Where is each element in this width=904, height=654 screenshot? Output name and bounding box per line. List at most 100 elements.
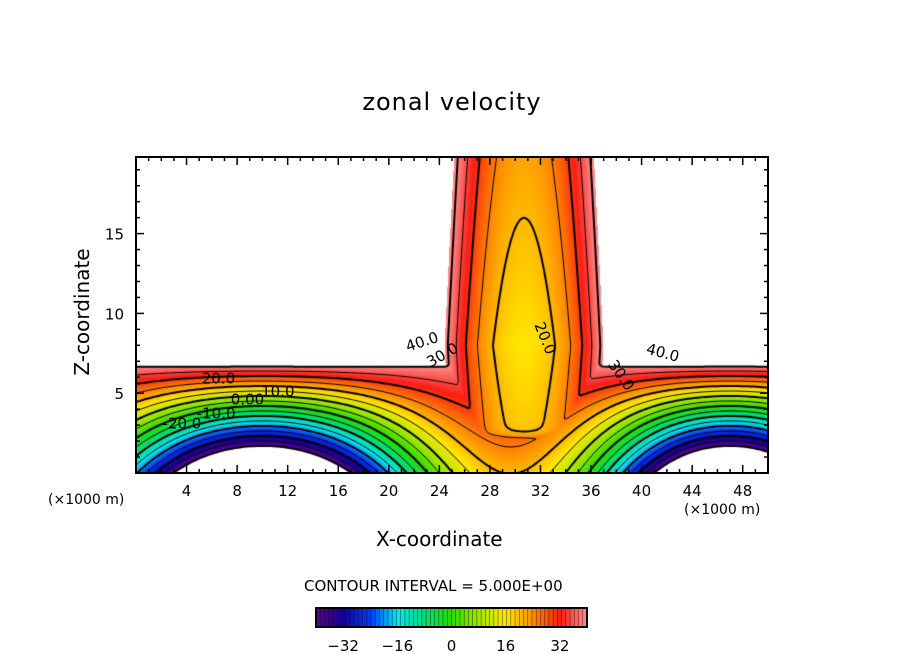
colorbar-swatch [383, 608, 389, 627]
colorbar-swatch [366, 608, 372, 627]
colorbar-swatch [459, 608, 465, 627]
colorbar-tick-label: 16 [496, 637, 515, 654]
colorbar-swatch [565, 608, 571, 627]
colorbar-swatch [345, 608, 351, 627]
x-axis-label: X-coordinate [376, 527, 503, 551]
x-tick-label: 12 [278, 482, 297, 500]
colorbar-swatch [519, 608, 524, 627]
colorbar-swatch [570, 608, 575, 627]
contour-label: 10.0 [261, 382, 294, 400]
colorbar-swatch [493, 608, 499, 627]
colorbar-swatch [451, 608, 457, 627]
colorbar-swatch [582, 608, 588, 627]
colorbar-swatch [434, 608, 440, 627]
colorbar-swatch [404, 608, 410, 627]
colorbar-swatch [506, 608, 512, 627]
contour-label: 40.0 [644, 340, 681, 366]
colorbar-swatch [337, 608, 342, 627]
colorbar-tick-label: 32 [550, 637, 569, 654]
x-tick-label: 24 [430, 482, 449, 500]
colorbar-swatch [548, 608, 554, 627]
contour-label: 20.0 [530, 319, 559, 357]
colorbar-swatch [578, 608, 584, 627]
colorbar-swatch [481, 608, 486, 627]
colorbar-swatch [324, 608, 330, 627]
colorbar-swatch [498, 608, 503, 627]
colorbar-swatch [413, 608, 419, 627]
x-tick-label: 36 [581, 482, 600, 500]
colorbar-swatch [536, 608, 541, 627]
x-tick-label: 32 [531, 482, 550, 500]
colorbar-swatch [561, 608, 567, 627]
colorbar-swatch [371, 608, 376, 627]
colorbar-swatch [421, 608, 427, 627]
colorbar-swatch [409, 608, 414, 627]
colorbar-tick-label: 0 [447, 637, 457, 654]
x-tick-label: 4 [182, 482, 192, 500]
colorbar-swatch [358, 608, 364, 627]
colorbar-swatch [553, 608, 558, 627]
colorbar-swatch [320, 608, 325, 627]
chart-title: zonal velocity [362, 88, 542, 116]
x-tick-label: 16 [329, 482, 348, 500]
contour-interval-label: CONTOUR INTERVAL = 5.000E+00 [304, 577, 563, 595]
y-tick-label: 10 [105, 305, 124, 323]
colorbar-swatch [375, 608, 381, 627]
x-tick-label: 28 [480, 482, 499, 500]
colorbar-frame [315, 607, 588, 628]
colorbar-swatch [515, 608, 520, 627]
colorbar-swatch [544, 608, 550, 627]
colorbar-swatch [531, 608, 537, 627]
colorbar-swatch [438, 608, 444, 627]
x-unit-left: (×1000 m) [48, 492, 125, 508]
contour-label: -10.0 [197, 405, 236, 423]
colorbar-tick-label: −16 [381, 637, 413, 654]
colorbar-swatch [455, 608, 461, 627]
colorbar-swatch [502, 608, 508, 627]
y-axis-label: Z-coordinate [70, 248, 94, 376]
x-unit-right: (×1000 m) [684, 502, 761, 518]
colorbar-swatch [349, 608, 355, 627]
colorbar-swatch [396, 608, 402, 627]
x-tick-label: 44 [683, 482, 702, 500]
colorbar-swatch [527, 608, 533, 627]
colorbar-swatch [476, 608, 482, 627]
colorbar-swatch [430, 608, 436, 627]
colorbar-swatch [574, 608, 580, 627]
contour-label: -20.0 [163, 414, 202, 432]
x-tick-label: 20 [379, 482, 398, 500]
colorbar-swatch [540, 608, 546, 627]
colorbar-swatch [362, 608, 368, 627]
colorbar-swatch [400, 608, 406, 627]
colorbar-swatch [417, 608, 423, 627]
colorbar-swatch [523, 608, 529, 627]
x-tick-label: 40 [632, 482, 651, 500]
colorbar-swatch [472, 608, 478, 627]
colorbar-swatch [489, 608, 495, 627]
colorbar-swatch [328, 608, 334, 627]
contour-label: 20.0 [202, 370, 235, 388]
colorbar-tick-label: −32 [327, 637, 359, 654]
plot-frame [135, 156, 769, 474]
colorbar-swatch [464, 608, 469, 627]
y-tick-label: 5 [114, 385, 124, 403]
colorbar-swatch [485, 608, 491, 627]
colorbar-swatch [354, 608, 359, 627]
colorbar-swatch [447, 608, 452, 627]
colorbar-swatch [468, 608, 474, 627]
colorbar-swatch [379, 608, 385, 627]
colorbar-swatch [510, 608, 516, 627]
contour-label: 0.00 [231, 390, 264, 408]
contour-label: 30.0 [604, 356, 638, 394]
colorbar-swatch [426, 608, 431, 627]
colorbar-swatch [443, 608, 448, 627]
colorbar-swatch [341, 608, 347, 627]
colorbar-swatch [387, 608, 393, 627]
contour-field [136, 157, 768, 473]
colorbar-swatch [332, 608, 338, 627]
colorbar-swatch [392, 608, 397, 627]
colorbar-swatch [557, 608, 563, 627]
y-tick-label: 15 [105, 226, 124, 244]
x-tick-label: 8 [232, 482, 242, 500]
